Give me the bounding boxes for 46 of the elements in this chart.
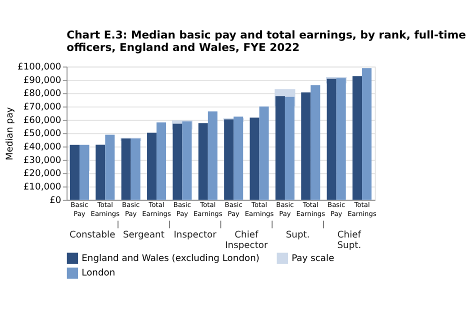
y-tick-label: £90,000 [23,74,62,86]
bar [362,68,372,200]
y-tick-label: £60,000 [23,114,62,126]
text: Constable [69,229,116,240]
y-tick-label: £50,000 [23,128,62,140]
y-tick-label: £0 [50,194,62,206]
bar [130,138,140,200]
text: Inspector [174,229,217,240]
bar [172,124,182,200]
bar [301,92,311,200]
bar [284,96,294,200]
bar [250,118,260,200]
y-tick-label: £30,000 [23,154,62,166]
y-tick-label: £100,000 [18,62,62,73]
bar [70,144,80,200]
bar [224,119,234,200]
bar [326,78,336,200]
legend-label: England and Wales (excluding London) [82,252,260,264]
y-tick-label: £20,000 [23,168,62,180]
chart-title: Chart E.3: Median basic pay and total earnings, by rank, full-time officers, England and Wales, FYE 2022 [66,28,466,54]
y-tick-label: £10,000 [23,181,62,192]
bar [156,122,166,200]
text: Chief Supt. [337,229,362,252]
bar [336,78,346,200]
bar [234,116,244,200]
y-tick-label: £70,000 [23,102,62,113]
bar [259,106,269,200]
text: Chief Inspector [225,229,268,252]
y-axis-title: Median pay [4,106,16,160]
bar [96,144,106,200]
bar [310,85,320,200]
bar [105,134,115,200]
y-tick-label: £80,000 [23,88,62,100]
bar [147,132,157,200]
legend-label: Pay scale [292,252,335,264]
bar [182,121,192,200]
bar [352,76,362,200]
text: Sergeant [122,229,165,240]
bar [275,96,285,200]
text: Supt. [286,229,310,240]
legend-label: London [82,268,116,279]
bar [79,144,89,200]
bar [121,138,131,200]
y-tick-label: £40,000 [23,142,62,152]
bar [198,123,208,200]
bar [208,111,218,200]
